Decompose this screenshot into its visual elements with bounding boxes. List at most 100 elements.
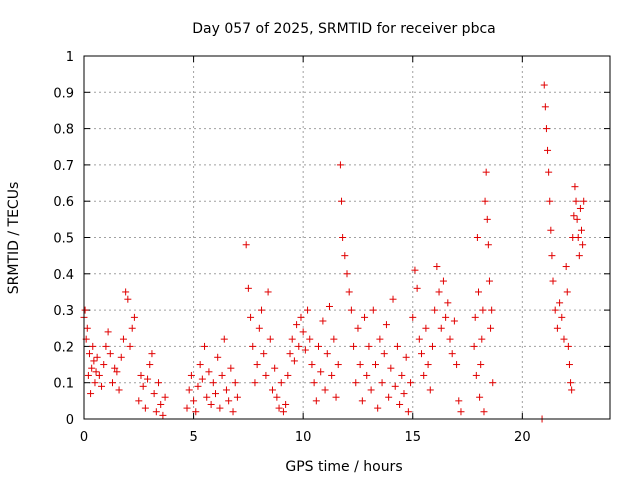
data-point — [565, 361, 573, 369]
data-point — [104, 328, 112, 336]
data-point — [273, 393, 281, 401]
data-point — [87, 390, 95, 398]
data-point — [247, 313, 255, 321]
data-point — [317, 368, 325, 376]
data-point — [573, 215, 581, 223]
data-point — [470, 342, 478, 350]
data-point — [161, 393, 169, 401]
data-point — [444, 299, 452, 307]
data-point — [404, 408, 412, 416]
data-point — [122, 288, 130, 296]
data-point — [229, 408, 237, 416]
y-axis-label: SRMTID / TECUs — [6, 182, 22, 295]
data-point — [560, 335, 568, 343]
data-point — [218, 371, 226, 379]
data-point — [260, 350, 268, 358]
x-tick-label: 0 — [80, 430, 88, 445]
data-point — [159, 411, 167, 419]
data-point — [242, 241, 250, 249]
data-point — [415, 335, 423, 343]
x-tick-label: 5 — [189, 430, 197, 445]
y-tick-label: 0.3 — [53, 304, 74, 319]
data-point — [371, 361, 379, 369]
data-point — [185, 386, 193, 394]
data-point — [564, 342, 572, 350]
data-point — [548, 252, 556, 260]
data-point — [212, 390, 219, 398]
data-point — [137, 371, 145, 379]
x-axis-label: GPS time / hours — [285, 459, 402, 475]
data-point — [572, 197, 580, 205]
data-point — [83, 324, 91, 332]
data-point — [225, 397, 233, 405]
data-point — [482, 168, 490, 176]
data-point — [411, 266, 419, 274]
data-point — [387, 364, 395, 372]
data-point — [478, 335, 486, 343]
data-point — [258, 306, 266, 314]
data-point — [544, 146, 552, 154]
data-point — [90, 357, 98, 365]
data-point — [84, 371, 92, 379]
data-point — [485, 277, 493, 285]
data-point — [571, 183, 579, 191]
data-point — [315, 342, 323, 350]
data-point — [323, 350, 331, 358]
data-point — [124, 295, 132, 303]
data-point — [576, 204, 584, 212]
data-point — [488, 306, 496, 314]
data-point — [551, 306, 559, 314]
data-point — [574, 234, 582, 241]
data-point — [420, 371, 428, 379]
data-point — [396, 400, 404, 408]
data-point — [380, 350, 388, 358]
data-point — [108, 379, 116, 387]
data-point — [312, 397, 320, 405]
data-point — [139, 382, 147, 390]
data-point — [570, 212, 578, 220]
data-point — [93, 353, 101, 361]
data-point — [190, 397, 198, 405]
data-point — [310, 379, 318, 387]
data-point — [102, 342, 110, 350]
data-point — [321, 386, 329, 394]
data-point — [290, 357, 298, 365]
data-point — [442, 313, 450, 321]
data-point — [578, 226, 586, 234]
data-point — [489, 379, 497, 387]
y-tick-label: 0 — [66, 413, 74, 428]
data-point — [279, 408, 287, 416]
data-point — [400, 390, 408, 398]
data-point — [304, 306, 312, 314]
data-point — [413, 284, 421, 292]
data-point — [562, 263, 570, 271]
data-point — [439, 277, 447, 285]
data-point — [146, 361, 154, 369]
data-point — [183, 404, 191, 412]
data-point — [580, 197, 588, 205]
data-point — [435, 288, 443, 296]
y-tick-label: 0.9 — [53, 86, 74, 101]
data-point — [152, 408, 160, 416]
grid — [84, 56, 610, 419]
data-point — [409, 313, 417, 321]
data-point — [325, 302, 333, 310]
data-point — [196, 361, 204, 369]
data-point — [354, 324, 362, 332]
y-tick-label: 0.6 — [53, 195, 74, 210]
x-tick-label: 20 — [514, 430, 531, 445]
data-point — [475, 288, 482, 296]
data-point — [295, 342, 303, 350]
data-point — [563, 288, 571, 296]
data-point — [244, 284, 252, 292]
y-tick-label: 1 — [66, 50, 74, 65]
data-point — [306, 335, 314, 343]
y-tick-label: 0.4 — [53, 268, 74, 283]
y-tick-label: 0.8 — [53, 123, 74, 138]
data-point — [227, 364, 235, 372]
data-point — [157, 400, 165, 408]
data-point — [376, 335, 384, 343]
data-point — [288, 335, 296, 343]
